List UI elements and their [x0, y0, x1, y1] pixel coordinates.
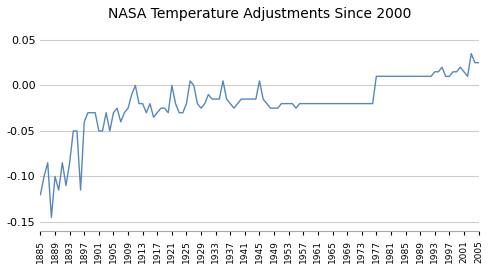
- Title: NASA Temperature Adjustments Since 2000: NASA Temperature Adjustments Since 2000: [108, 7, 411, 21]
